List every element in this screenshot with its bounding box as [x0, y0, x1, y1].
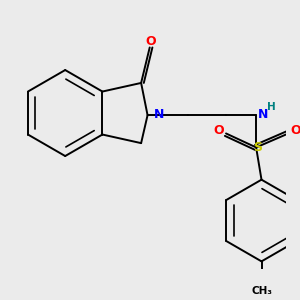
Text: O: O	[213, 124, 224, 137]
Text: S: S	[253, 141, 262, 154]
Text: N: N	[258, 108, 269, 121]
Text: CH₃: CH₃	[251, 286, 272, 296]
Text: H: H	[267, 102, 276, 112]
Text: N: N	[154, 108, 164, 121]
Text: O: O	[291, 124, 300, 137]
Text: O: O	[146, 34, 156, 47]
